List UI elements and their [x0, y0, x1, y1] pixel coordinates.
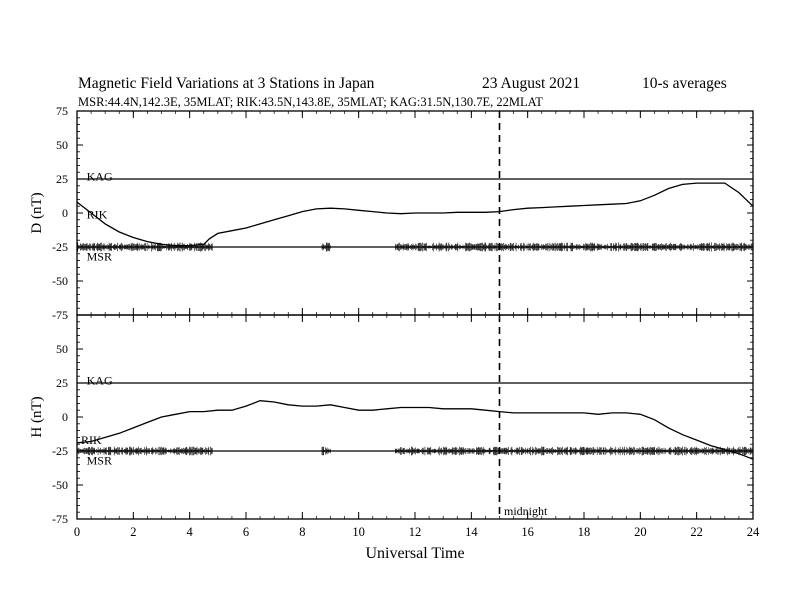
series-noise-msr — [395, 446, 753, 456]
series-label-msr: MSR — [87, 250, 112, 264]
series-label-kag: KAG — [87, 373, 113, 387]
y-tick-label: -50 — [52, 274, 68, 288]
x-tick-label: 6 — [243, 525, 249, 539]
y-tick-label: -25 — [52, 240, 68, 254]
y-tick-label: -75 — [52, 308, 68, 322]
stations-line: MSR:44.4N,142.3E, 35MLAT; RIK:43.5N,143.… — [78, 95, 543, 109]
x-tick-label: 14 — [465, 525, 478, 539]
x-tick-label: 0 — [74, 525, 80, 539]
x-tick-label: 12 — [409, 525, 422, 539]
x-tick-label: 10 — [352, 525, 365, 539]
series-line-rik — [76, 400, 754, 460]
x-tick-label: 8 — [299, 525, 305, 539]
plot-frame — [76, 314, 754, 520]
midnight-label: midnight — [504, 504, 548, 518]
chart-title: Magnetic Field Variations at 3 Stations … — [78, 75, 375, 92]
y-axis-title: D (nT) — [29, 192, 45, 233]
x-tick-label: 20 — [634, 525, 647, 539]
y-tick-label: -25 — [52, 444, 68, 458]
y-axis-title: H (nT) — [29, 396, 45, 437]
chart-date: 23 August 2021 — [482, 75, 580, 92]
y-tick-label: 25 — [56, 172, 68, 186]
series-noise-msr — [76, 446, 213, 456]
series-noise-msr — [321, 446, 331, 456]
x-tick-label: 18 — [578, 525, 591, 539]
series-label-rik: RIK — [81, 433, 102, 447]
y-tick-label: -75 — [52, 512, 68, 526]
series-label-msr: MSR — [87, 454, 112, 468]
x-tick-label: 4 — [187, 525, 194, 539]
y-tick-label: -50 — [52, 478, 68, 492]
series-noise-msr — [76, 242, 213, 252]
y-tick-label: 50 — [56, 342, 68, 356]
x-tick-label: 16 — [521, 525, 534, 539]
series-noise-msr — [321, 242, 331, 252]
x-axis-title: Universal Time — [365, 545, 464, 562]
d-component-panel: 75 50 25 0 -25 -50 -75 D (nT) KAG RIK MSR — [29, 104, 754, 322]
chart-averaging: 10-s averages — [642, 75, 727, 92]
series-line-rik — [76, 182, 754, 247]
series-noise-msr — [395, 242, 753, 252]
y-tick-label: 0 — [62, 206, 68, 220]
y-tick-label: 0 — [62, 410, 68, 424]
x-tick-label: 2 — [130, 525, 136, 539]
x-tick-label: 22 — [690, 525, 703, 539]
y-tick-label: 75 — [56, 104, 68, 118]
series-label-rik: RIK — [87, 207, 108, 221]
y-tick-label: 50 — [56, 138, 68, 152]
y-tick-label: 25 — [56, 376, 68, 390]
x-tick-label: 24 — [747, 525, 760, 539]
series-label-kag: KAG — [87, 169, 113, 183]
